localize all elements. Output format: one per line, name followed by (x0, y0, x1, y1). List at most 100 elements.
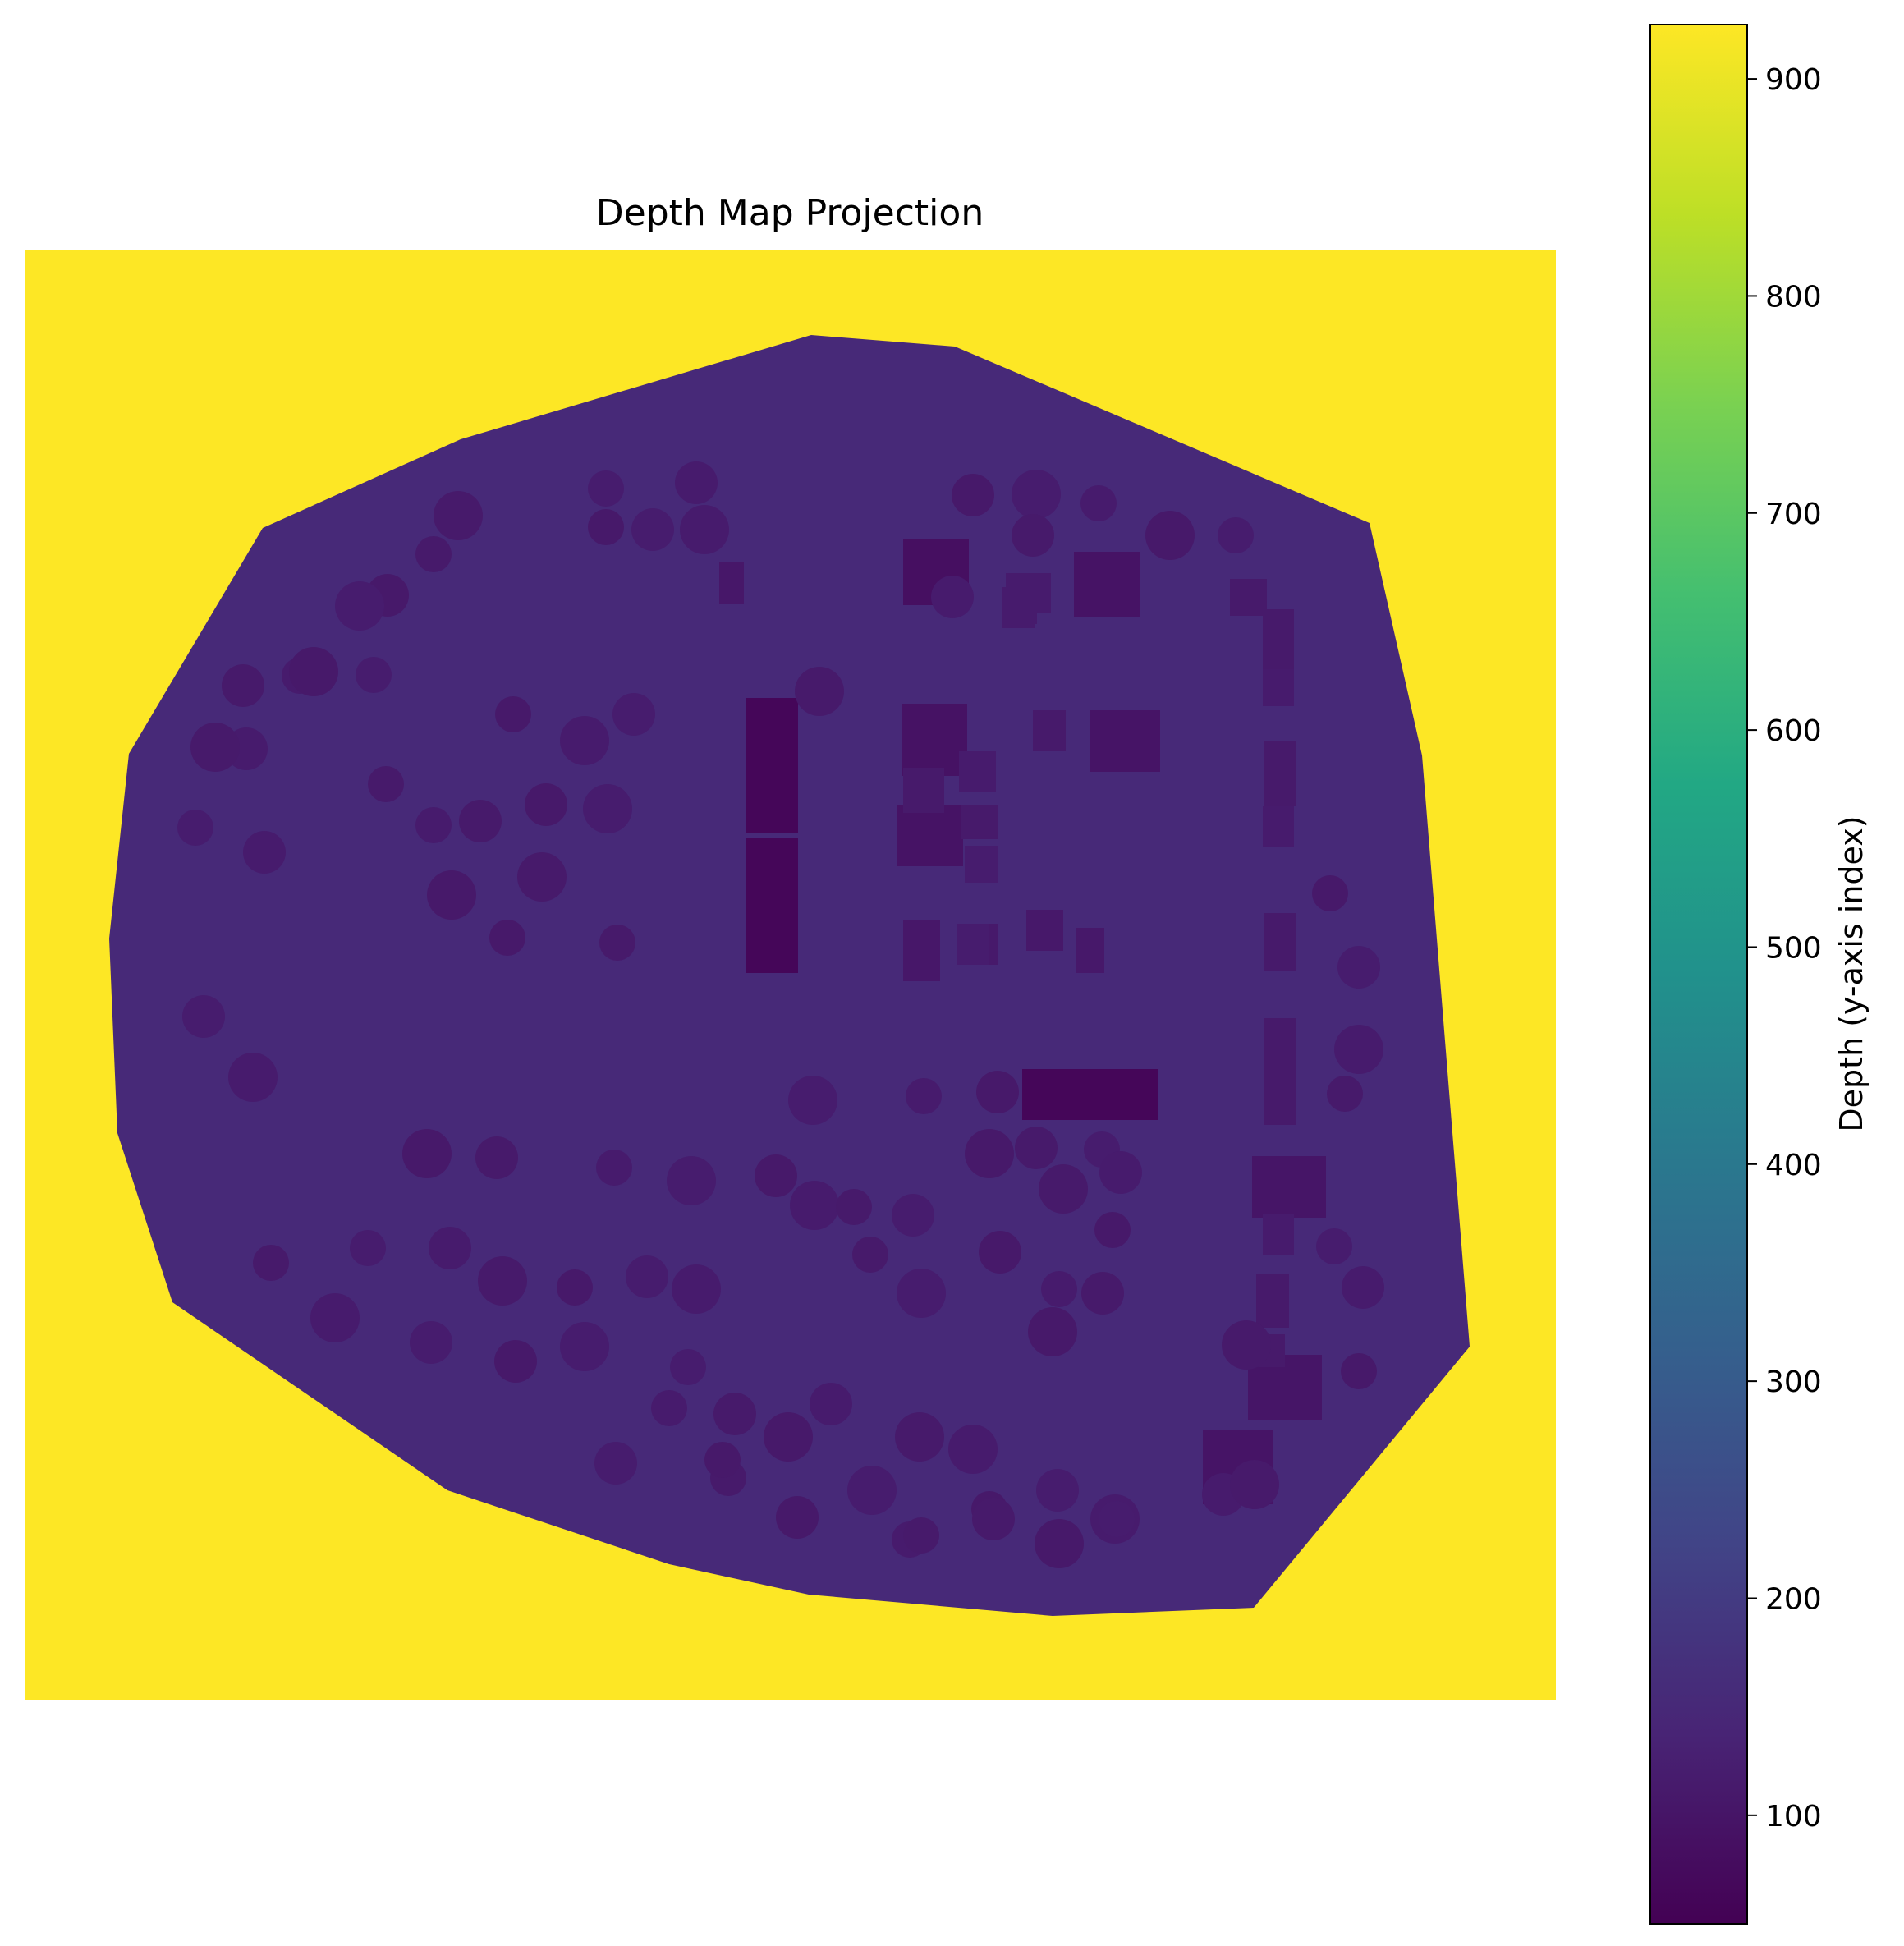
dark-blob (368, 766, 404, 802)
dark-block (1074, 552, 1140, 617)
chart-title: Depth Map Projection (596, 192, 984, 234)
dark-blob (1094, 1212, 1131, 1248)
dark-blob (667, 1156, 716, 1205)
colorbar-tick-label: 200 (1765, 1582, 1822, 1616)
dark-block (1076, 928, 1104, 973)
dark-blob (289, 647, 338, 696)
dark-blob (810, 1383, 852, 1425)
depth-region (109, 335, 1470, 1616)
dark-block (1263, 669, 1294, 706)
dark-blob (335, 581, 384, 631)
colorbar-ticks: 100 200 300 400 500 600 700 800 900 (1747, 63, 1822, 1834)
dark-blob (680, 505, 729, 554)
dark-blob (1041, 1271, 1077, 1307)
dark-block (1264, 913, 1296, 971)
dark-block (719, 562, 744, 604)
dark-block (1022, 1069, 1158, 1120)
dark-blob (177, 810, 213, 846)
dark-blob (489, 920, 525, 956)
dark-blob (704, 1442, 741, 1478)
dark-blob (228, 1053, 278, 1102)
dark-blob (588, 509, 624, 545)
dark-blob (1039, 1164, 1088, 1214)
dark-blob (494, 1340, 537, 1383)
dark-blob (517, 852, 567, 902)
dark-blob (594, 1442, 637, 1485)
dark-block (746, 698, 798, 833)
colorbar-tick-label: 700 (1765, 498, 1822, 531)
dark-blob (1028, 1307, 1077, 1356)
heatmap-image (25, 250, 1556, 1700)
colorbar-tick-label: 600 (1765, 714, 1822, 748)
dark-block (957, 924, 989, 965)
dark-blob (852, 1237, 888, 1273)
dark-blob (1081, 1272, 1124, 1315)
dark-blob (222, 664, 264, 707)
dark-blob (892, 1194, 934, 1237)
dark-blob (459, 800, 502, 842)
dark-block (1230, 579, 1267, 616)
dark-blob (979, 1231, 1021, 1274)
dark-blob (670, 1349, 706, 1385)
dark-block (1264, 741, 1296, 806)
dark-blob (243, 831, 286, 874)
dark-blob (1099, 1151, 1142, 1194)
colorbar-label: Depth (y-axis index) (1833, 815, 1870, 1131)
colorbar-tick-label: 400 (1765, 1149, 1822, 1182)
dark-block (746, 838, 798, 973)
dark-blob (1099, 1501, 1135, 1537)
dark-blob (1312, 875, 1348, 911)
dark-block (1008, 591, 1037, 624)
dark-blob (557, 1269, 593, 1306)
dark-blob (952, 474, 994, 516)
dark-blob (410, 1321, 452, 1364)
dark-block (1256, 1274, 1289, 1328)
dark-blob (906, 1078, 942, 1114)
dark-blob (415, 536, 452, 572)
dark-blob (525, 783, 567, 826)
dark-block (903, 768, 944, 813)
colorbar: 100 200 300 400 500 600 700 800 900 Depth (y-axi… (1649, 24, 1870, 1925)
dark-blob (1334, 1025, 1383, 1074)
dark-blob (429, 1227, 471, 1269)
dark-blob (478, 1256, 527, 1306)
dark-block (1263, 1214, 1294, 1255)
dark-blob (1327, 1076, 1363, 1112)
dark-block (903, 920, 940, 981)
dark-blob (475, 1136, 518, 1179)
dark-blob (713, 1393, 756, 1435)
dark-block (1263, 609, 1294, 675)
dark-blob (1080, 485, 1117, 521)
dark-blob (965, 1129, 1014, 1178)
dark-blob (1012, 514, 1054, 557)
dark-blob (434, 491, 483, 540)
dark-block (902, 704, 967, 776)
dark-blob (1222, 1320, 1271, 1370)
dark-blob (755, 1154, 797, 1197)
dark-blob (310, 1293, 360, 1342)
dark-blob (596, 1150, 632, 1186)
dark-blob (253, 1245, 289, 1281)
colorbar-gradient (1650, 25, 1747, 1924)
dark-blob (427, 870, 476, 920)
dark-blob (350, 1230, 386, 1266)
dark-block (965, 846, 998, 883)
dark-block (959, 751, 996, 792)
dark-blob (1145, 511, 1195, 560)
dark-blob (672, 1264, 721, 1314)
dark-block (1090, 710, 1160, 772)
colorbar-tick-label: 100 (1765, 1800, 1822, 1834)
dark-blob (948, 1425, 998, 1474)
dark-blob (903, 1517, 939, 1554)
dark-blob (1342, 1266, 1384, 1309)
dark-blob (1012, 470, 1061, 519)
colorbar-frame (1649, 24, 1748, 1925)
dark-blob (356, 657, 392, 693)
dark-blob (1036, 1469, 1079, 1512)
dark-blob (599, 925, 635, 961)
dark-blob (972, 1498, 1015, 1540)
dark-blob (764, 1412, 813, 1462)
dark-blob (190, 723, 240, 772)
dark-blob (675, 461, 718, 504)
